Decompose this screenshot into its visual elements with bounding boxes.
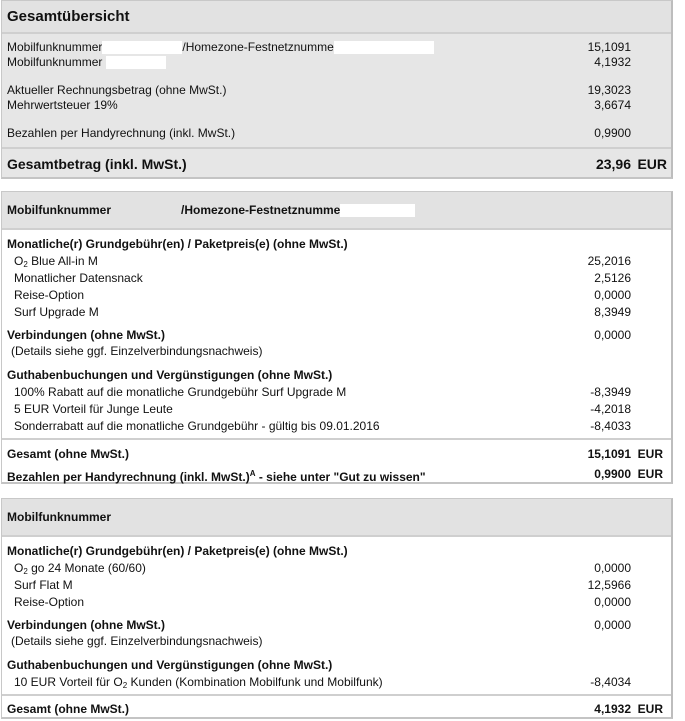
- overview-line: Mobilfunknummer 4,1932: [2, 55, 671, 70]
- contract-title: Mobilfunknummer: [2, 499, 671, 537]
- title-label: /Homezone-Festnetznumme: [181, 203, 341, 217]
- connections-value: 0,0000: [594, 328, 631, 342]
- fee-value: 25,2016: [587, 254, 631, 268]
- redaction: [111, 203, 181, 217]
- credits-heading: Guthabenbuchungen und Vergünstigungen (o…: [7, 368, 333, 382]
- connections-heading: Verbindungen (ohne MwSt.): [7, 618, 165, 632]
- redaction: [333, 41, 434, 55]
- credit-label: 100% Rabatt auf die monatliche Grundgebü…: [14, 385, 347, 399]
- fee-row: Surf Upgrade M 8,3949: [2, 304, 671, 321]
- line-label: Mobilfunknummer: [7, 40, 103, 54]
- overview-title: Gesamtübersicht: [2, 1, 671, 34]
- handy-payment-row: Bezahlen per Handyrechnung (inkl. MwSt.)…: [2, 464, 671, 484]
- credit-row: 100% Rabatt auf die monatliche Grundgebü…: [2, 384, 671, 401]
- contract-totals: Gesamt (ohne MwSt.) 15,1091 EUR Bezahlen p…: [2, 438, 671, 484]
- total-label: Gesamtbetrag (inkl. MwSt.): [7, 156, 187, 172]
- fee-label: Reise-Option: [14, 288, 85, 302]
- total-label: Gesamt (ohne MwSt.): [7, 447, 130, 461]
- line-label: Aktueller Rechnungsbetrag (ohne MwSt.): [7, 83, 227, 97]
- connections-row: Verbindungen (ohne MwSt.) 0,0000: [2, 617, 671, 634]
- fee-value: 0,0000: [594, 561, 631, 575]
- overview-line: Mobilfunknummer/Homezone-Festnetznumme 15…: [2, 40, 671, 55]
- connections-row: Verbindungen (ohne MwSt.) 0,0000: [2, 327, 671, 344]
- contract-1-section: Mobilfunknummer/Homezone-Festnetznumme M…: [1, 191, 673, 484]
- redaction: [114, 510, 195, 524]
- fee-label: O2 Blue All-in M: [14, 254, 98, 269]
- overview-section: Gesamtübersicht Mobilfunknummer/Homezone…: [1, 0, 673, 179]
- total-value: 15,1091: [587, 447, 631, 461]
- fee-value: 2,5126: [594, 271, 631, 285]
- handy-value: 0,9900: [594, 467, 631, 481]
- connections-value: 0,0000: [594, 618, 631, 632]
- line-value: 15,1091: [587, 40, 631, 54]
- line-label: /Homezone-Festnetznumme: [182, 40, 334, 54]
- connections-note: (Details siehe ggf. Einzelverbindungsnac…: [11, 344, 263, 358]
- currency: EUR: [637, 156, 667, 172]
- credit-value: -8,4033: [590, 419, 631, 433]
- redaction: [105, 56, 166, 70]
- contract-2-section: Mobilfunknummer Monatliche(r) Grundgebüh…: [1, 498, 673, 719]
- line-label: Mobilfunknummer: [7, 55, 103, 69]
- line-value: 4,1932: [594, 55, 631, 69]
- credit-row: Sonderrabatt auf die monatliche Grundgeb…: [2, 418, 671, 435]
- line-value: 19,3023: [587, 83, 631, 97]
- fee-label: Reise-Option: [14, 595, 85, 609]
- line-value: 0,9900: [594, 126, 631, 140]
- total-value: 4,1932: [594, 702, 631, 716]
- credit-value: -8,4034: [590, 675, 631, 689]
- fee-label: Monatlicher Datensnack: [14, 271, 143, 285]
- currency: EUR: [637, 702, 663, 716]
- fee-label: O2 go 24 Monate (60/60): [14, 561, 146, 576]
- fee-label: Surf Upgrade M: [14, 305, 99, 319]
- connections-note: (Details siehe ggf. Einzelverbindungsnac…: [11, 634, 263, 648]
- overview-line: Mehrwertsteuer 19% 3,6674: [2, 98, 671, 113]
- line-value: 3,6674: [594, 98, 631, 112]
- fee-row: O2 go 24 Monate (60/60) 0,0000: [2, 560, 671, 577]
- total-row: Gesamt (ohne MwSt.) 15,1091 EUR: [2, 444, 671, 464]
- redaction: [102, 41, 183, 55]
- connections-heading: Verbindungen (ohne MwSt.): [7, 328, 165, 342]
- title-label: Mobilfunknummer: [7, 510, 111, 524]
- credit-label: 10 EUR Vorteil für O2 Kunden (Kombinatio…: [14, 675, 383, 690]
- contract-title: Mobilfunknummer/Homezone-Festnetznumme: [2, 192, 671, 230]
- total-label: Gesamt (ohne MwSt.): [7, 702, 130, 716]
- credits-heading: Guthabenbuchungen und Vergünstigungen (o…: [7, 658, 333, 672]
- credit-row: 10 EUR Vorteil für O2 Kunden (Kombinatio…: [2, 674, 671, 691]
- fees-heading: Monatliche(r) Grundgebühr(en) / Paketpre…: [7, 544, 348, 558]
- fee-value: 0,0000: [594, 288, 631, 302]
- line-label: Mehrwertsteuer 19%: [7, 98, 118, 112]
- fees-heading: Monatliche(r) Grundgebühr(en) / Paketpre…: [7, 237, 348, 251]
- total-row: Gesamt (ohne MwSt.) 4,1932 EUR: [2, 699, 671, 719]
- fee-row: Reise-Option 0,0000: [2, 287, 671, 304]
- credit-value: -8,3949: [590, 385, 631, 399]
- contract-totals: Gesamt (ohne MwSt.) 4,1932 EUR: [2, 694, 671, 719]
- total-value: 23,96: [595, 156, 631, 172]
- credit-label: Sonderrabatt auf die monatliche Grundgeb…: [14, 419, 380, 433]
- credit-value: -4,2018: [590, 402, 631, 416]
- overview-line: Bezahlen per Handyrechnung (inkl. MwSt.)…: [2, 126, 671, 141]
- currency: EUR: [637, 447, 663, 461]
- fee-row: Surf Flat M 12,5966: [2, 577, 671, 594]
- overview-line: Aktueller Rechnungsbetrag (ohne MwSt.) 19…: [2, 83, 671, 98]
- currency: EUR: [637, 467, 663, 481]
- fee-value: 8,3949: [594, 305, 631, 319]
- fee-row: Reise-Option 0,0000: [2, 594, 671, 611]
- fee-value: 0,0000: [594, 595, 631, 609]
- credit-row: 5 EUR Vorteil für Junge Leute -4,2018: [2, 401, 671, 418]
- fee-value: 12,5966: [587, 578, 631, 592]
- handy-label: Bezahlen per Handyrechnung (inkl. MwSt.)…: [7, 469, 426, 484]
- credit-label: 5 EUR Vorteil für Junge Leute: [14, 402, 173, 416]
- fee-row: O2 Blue All-in M 25,2016: [2, 253, 671, 270]
- overview-total: Gesamtbetrag (inkl. MwSt.) 23,96 EUR: [2, 147, 671, 179]
- fee-row: Monatlicher Datensnack 2,5126: [2, 270, 671, 287]
- redaction: [340, 203, 416, 217]
- title-label: Mobilfunknummer: [7, 203, 111, 217]
- line-label: Bezahlen per Handyrechnung (inkl. MwSt.): [7, 126, 236, 140]
- fee-label: Surf Flat M: [14, 578, 73, 592]
